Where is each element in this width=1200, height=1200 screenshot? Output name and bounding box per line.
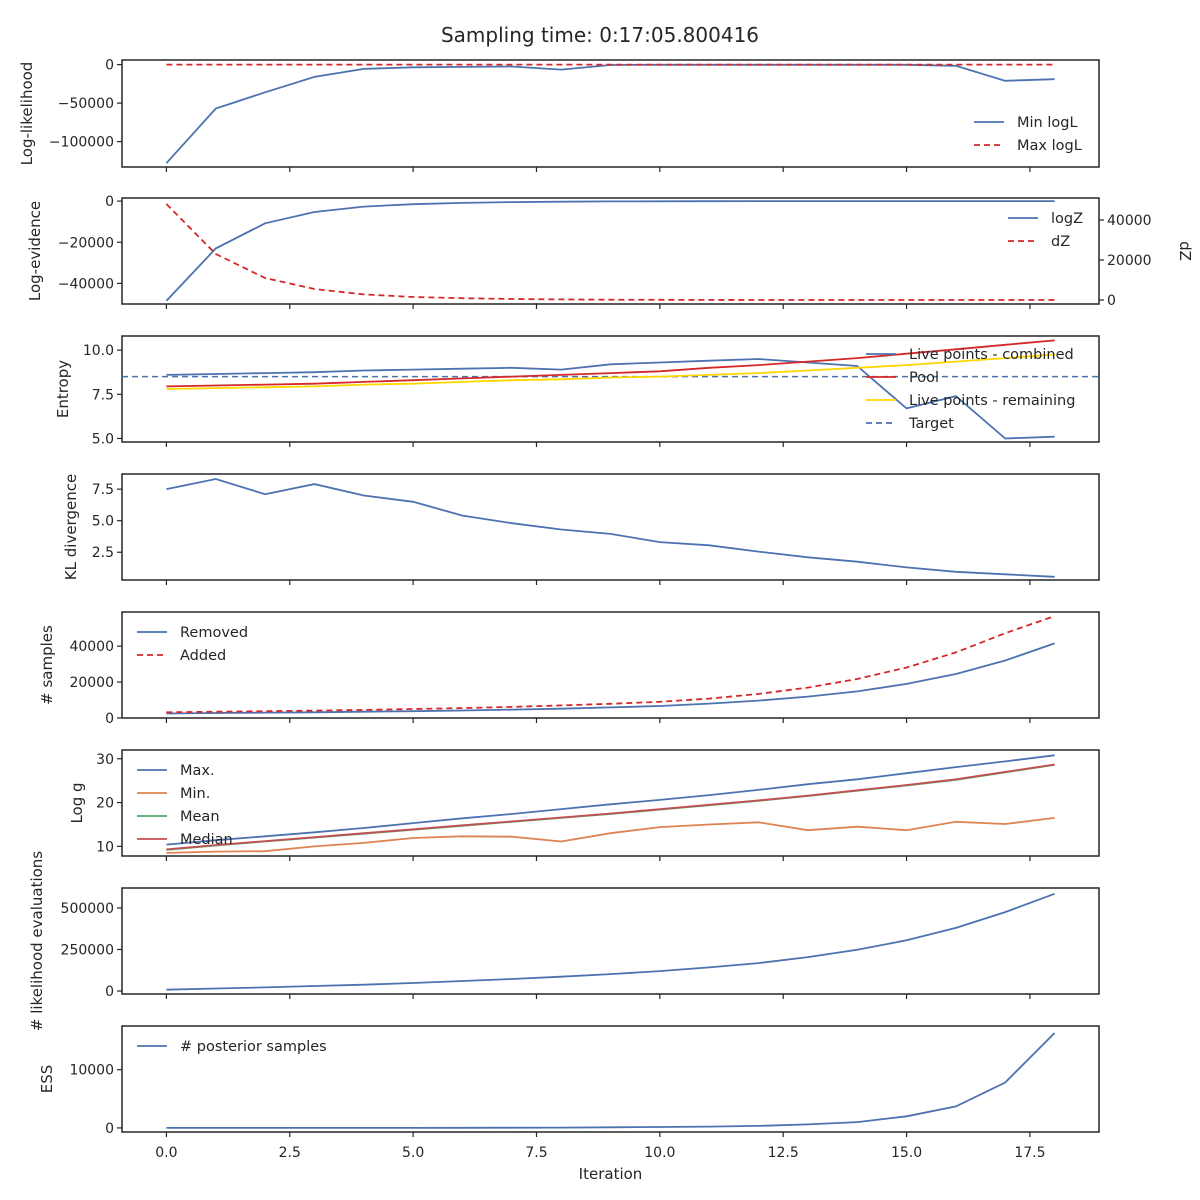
series-line-live-points-remaining [166, 353, 1055, 390]
y-tick-label: 7.5 [92, 482, 114, 498]
y-tick-label: −50000 [58, 96, 114, 112]
series-line-median [166, 763, 1055, 851]
legend-label: Live points - combined [909, 347, 1074, 363]
series-line-removed [166, 642, 1055, 715]
legend-label: dZ [1051, 234, 1070, 250]
y-tick-label-right: 0 [1107, 293, 1116, 309]
legend-label: Target [908, 416, 954, 432]
legend-label: Max. [180, 763, 215, 779]
y-tick-label: 40000 [69, 639, 114, 655]
y-tick-label: 5.0 [92, 431, 114, 447]
y-axis-label: Log-likelihood [18, 62, 36, 166]
x-tick-label: 12.5 [768, 1145, 799, 1161]
y-tick-label: 20 [96, 796, 114, 812]
y-axis-label: Entropy [54, 360, 72, 418]
legend-label: Min logL [1017, 115, 1078, 131]
x-tick-label: 2.5 [279, 1145, 301, 1161]
axes-frame [121, 59, 1100, 168]
figure-title: Sampling time: 0:17:05.800416 [441, 23, 759, 47]
legend-label: Removed [180, 625, 248, 641]
y-tick-label: 7.5 [92, 387, 114, 403]
axes-frame [121, 473, 1100, 581]
axes-frame [121, 611, 1100, 719]
y-tick-label-right: 40000 [1107, 213, 1152, 229]
legend-label: Mean [180, 809, 220, 825]
y-tick-label: 0 [105, 194, 114, 210]
axes-frame [121, 1025, 1100, 1133]
panel-5: 30 20 10 Log g Max. Min. Mean Median [68, 749, 1100, 861]
x-tick-label: 0.0 [155, 1145, 177, 1161]
axes-frame [121, 887, 1100, 995]
y-tick-label: 0 [105, 984, 114, 1000]
series-line-added [166, 615, 1055, 714]
panel-4: 40000 20000 0 # samples Removed Added [38, 611, 1100, 727]
legend-label: Min. [180, 786, 210, 802]
panels: 0 −50000 −100000 Log-likelihood Min logL Max … [18, 58, 1194, 1183]
x-tick-label: 17.5 [1014, 1145, 1045, 1161]
x-tick-label: 10.0 [644, 1145, 675, 1161]
series-line-0 [166, 478, 1055, 578]
y-axis-label: Log g [68, 782, 86, 823]
y-tick-label: 20000 [69, 675, 114, 691]
axes-frame [121, 335, 1100, 443]
y-tick-label: 30 [96, 752, 114, 768]
legend-label: Median [180, 832, 233, 848]
legend-label: logZ [1051, 211, 1083, 227]
y-axis-label: KL divergence [62, 474, 80, 580]
series-line-0 [166, 892, 1055, 991]
panel-1: 0 −20000 −40000 40000 20000 0 dZ Log-evidence lo… [26, 194, 1194, 309]
series-line-logz [165, 200, 1055, 302]
series-line-mean [166, 764, 1055, 851]
legend-label: Pool [909, 370, 939, 386]
series-line-min [166, 817, 1055, 854]
series-line-max [166, 754, 1055, 846]
panel-3: 7.5 5.0 2.5 KL divergence [62, 473, 1100, 585]
series-line-min-logl [165, 63, 1055, 164]
y-tick-label: 2.5 [92, 545, 114, 561]
y-tick-label: −100000 [49, 135, 114, 151]
y-axis-label-right: dZ [1176, 241, 1194, 261]
y-axis-label: # likelihood evaluations [28, 851, 46, 1031]
y-tick-label-right: 20000 [1107, 253, 1152, 269]
panel-2: 10.0 7.5 5.0 Entropy Live points - combined P… [54, 335, 1100, 447]
x-tick-label: 5.0 [402, 1145, 424, 1161]
y-tick-label: −20000 [58, 235, 114, 251]
legend-label: Live points - remaining [909, 393, 1075, 409]
y-tick-label: 250000 [61, 942, 114, 958]
series-line-posterior-samples [166, 1032, 1056, 1129]
series-line-dz [165, 203, 1055, 301]
x-tick-label: 15.0 [891, 1145, 922, 1161]
y-tick-label: 0 [105, 711, 114, 727]
y-tick-label: 10 [96, 839, 114, 855]
y-axis-label: Log-evidence [26, 201, 44, 301]
axes-frame [121, 197, 1100, 305]
legend-label: Added [180, 648, 226, 664]
x-tick-label: 7.5 [525, 1145, 547, 1161]
y-tick-label: 500000 [61, 901, 114, 917]
panel-0: 0 −50000 −100000 Log-likelihood Min logL Max … [18, 58, 1100, 172]
y-tick-label: 0 [105, 58, 114, 74]
y-tick-label: 5.0 [92, 514, 114, 530]
y-tick-label: 0 [105, 1121, 114, 1137]
x-axis-label: Iteration [579, 1165, 643, 1183]
series-line-pool [166, 339, 1055, 388]
series-line-live-points-combined [166, 358, 1055, 440]
y-axis-label: # samples [38, 625, 56, 705]
y-tick-label: −40000 [58, 276, 114, 292]
legend-label: # posterior samples [180, 1039, 327, 1055]
y-axis-label: ESS [38, 1065, 56, 1094]
y-tick-label: 10000 [69, 1063, 114, 1079]
legend-label: Max logL [1017, 138, 1082, 154]
y-tick-label: 10.0 [83, 343, 114, 359]
panel-7: 10000 0 ESS # posterior samples 0.0 2.5 5.0 7.5… [38, 1025, 1100, 1183]
panel-6: 500000 250000 0 # likelihood evaluations [28, 851, 1100, 1031]
